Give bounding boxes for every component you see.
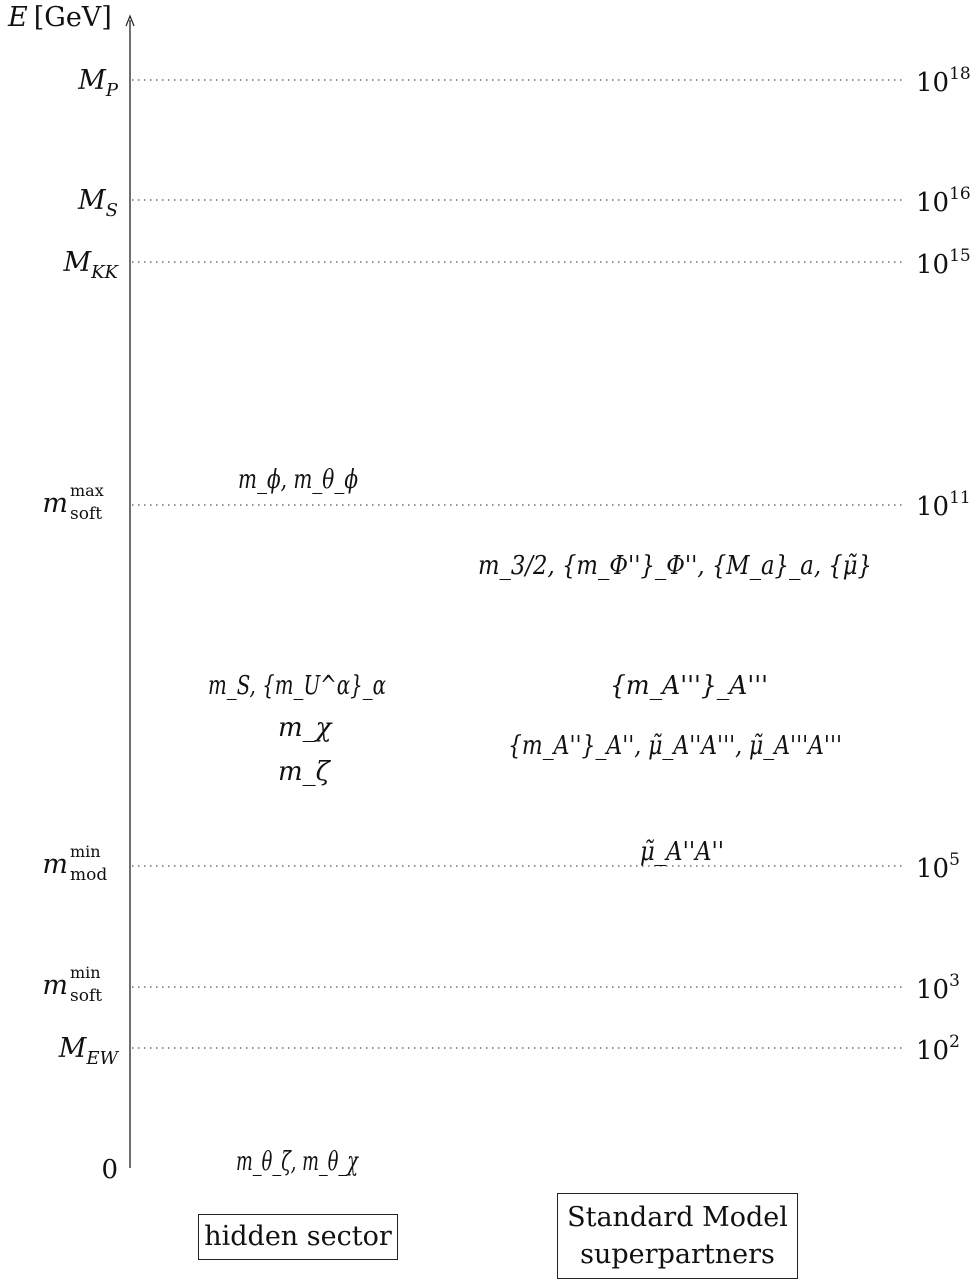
hidden-sector-label-text: hidden sector xyxy=(204,1221,392,1252)
svg-text:min: min xyxy=(70,963,101,982)
scale-value-mmodmin: 105 xyxy=(916,850,960,884)
svg-text:soft: soft xyxy=(70,986,102,1006)
hidden-entry-mtheta-zeta-chi: m_θ_ζ, m_θ_χ xyxy=(236,1147,360,1177)
scale-value-msoftmax: 1011 xyxy=(916,488,971,522)
scale-label-MS: MS xyxy=(77,185,118,221)
svg-text:m: m xyxy=(42,970,68,1001)
sm-superpartners-label-line1: Standard Model xyxy=(567,1202,788,1233)
scale-label-MP: MP xyxy=(77,65,119,101)
hidden-entry-mS: m_S, {m_U^α}_α xyxy=(208,671,386,701)
sm-superpartners-label-line2: superpartners xyxy=(580,1239,775,1270)
svg-text:m: m xyxy=(42,488,68,519)
svg-text:min: min xyxy=(70,842,101,861)
hidden-entry-mchi: m_χ xyxy=(278,713,334,743)
svg-text:soft: soft xyxy=(70,504,102,524)
scale-label-mmodmin: m min mod xyxy=(42,842,107,885)
scale-label-msoftmin: m min soft xyxy=(42,963,102,1006)
scale-label-MEW: MEW xyxy=(58,1033,120,1069)
scale-value-msoftmin: 103 xyxy=(916,971,960,1005)
svg-text:mod: mod xyxy=(70,865,107,885)
sm-entry-gravitino: m_3/2, {m_Φ''}_Φ'', {M_a}_a, {μ̃} xyxy=(478,551,872,581)
hidden-entry-mphi: m_ϕ, m_θ_ϕ xyxy=(238,465,358,495)
axis-label: E [GeV] xyxy=(7,2,112,33)
scale-label-msoftmax: m max soft xyxy=(42,481,103,524)
svg-text:m: m xyxy=(42,849,68,880)
scale-value-MS: 1016 xyxy=(916,184,971,218)
sm-entry-mA2: {m_A''}_A'', μ̃_A''A''', μ̃_A'''A''' xyxy=(508,731,842,761)
scale-value-MEW: 102 xyxy=(916,1032,960,1066)
axis-zero-label: 0 xyxy=(101,1155,118,1185)
svg-text:max: max xyxy=(70,481,104,500)
hidden-entry-mzeta: m_ζ xyxy=(278,757,332,787)
sm-superpartners-label: Standard Model superpartners xyxy=(557,1193,798,1279)
scale-value-MP: 1018 xyxy=(916,64,971,98)
sm-entry-mA3: {m_A'''}_A''' xyxy=(610,671,768,701)
hidden-sector-label: hidden sector xyxy=(198,1214,398,1260)
axis-arrow-icon xyxy=(125,14,135,27)
sm-entry-mu-A2A2: μ̃_A''A'' xyxy=(640,837,724,867)
scale-label-MKK: MKK xyxy=(62,247,119,283)
scale-value-MKK: 1015 xyxy=(916,246,971,280)
